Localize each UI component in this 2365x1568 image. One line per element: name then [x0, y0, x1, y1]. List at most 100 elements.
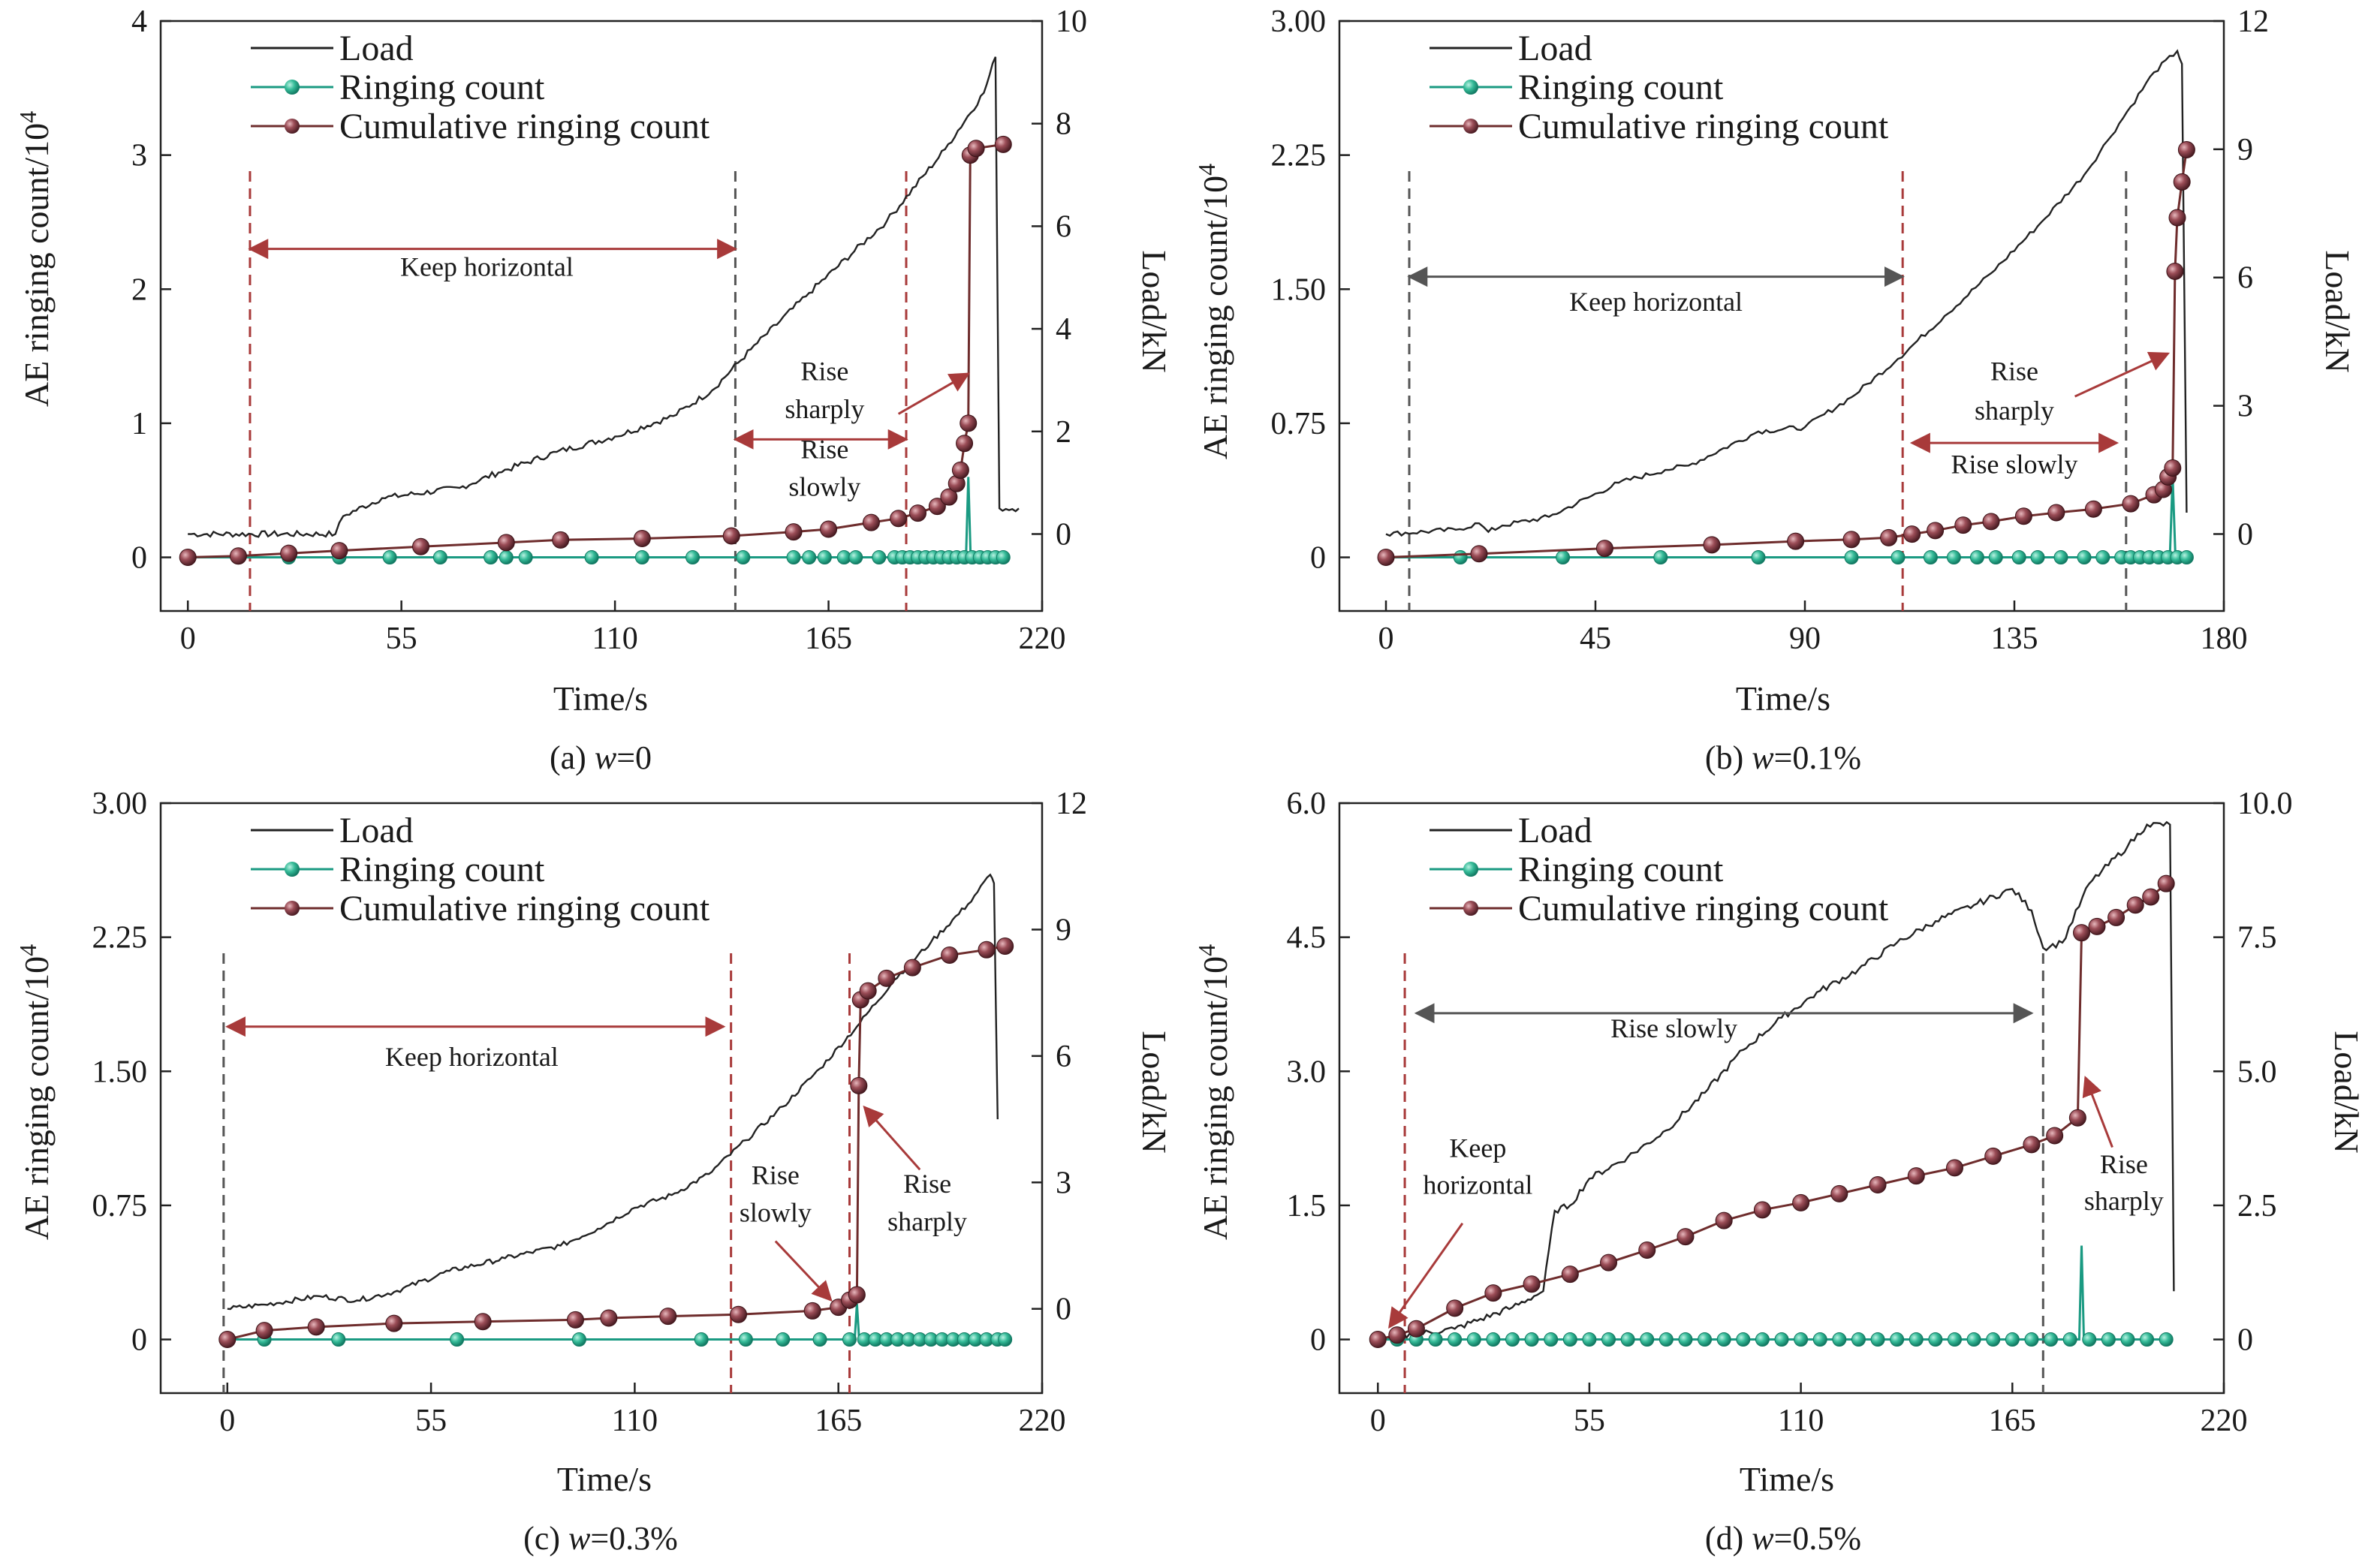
panel-c-cumulative-point: [255, 1322, 273, 1340]
panel-b-legend-label: Cumulative ringing count: [1518, 107, 1889, 146]
panel-c-ringing-point: [812, 1332, 827, 1347]
panel-a-ringing-point: [736, 550, 751, 565]
panel-c-annotation-arrow: [863, 1105, 921, 1171]
panel-c-ytick-left-label: 3.00: [92, 787, 148, 821]
panel-a-cumulative-line: [188, 143, 1004, 558]
panel-b-ringing-point: [1844, 550, 1859, 565]
panel-b-ringing-point: [1556, 550, 1571, 565]
panel-d-ringing-point: [2062, 1332, 2077, 1347]
panel-d-cumulative-point: [2023, 1136, 2041, 1154]
panel-d-cumulative-point: [2107, 908, 2125, 926]
panel-d-cumulative-point: [2072, 924, 2090, 942]
panel-d-ringing-point: [1428, 1332, 1443, 1347]
panel-c-caption: (c) w=0.3%: [523, 1520, 678, 1557]
panel-d-ylabel-left: AE ringing count/104: [1193, 944, 1234, 1240]
panel-b-caption: (b) w=0.1%: [1705, 739, 1861, 776]
panel-a-cumulative-point: [951, 461, 969, 479]
panel-d-legend-label: Cumulative ringing count: [1518, 889, 1889, 928]
panel-d-ytick-right-label: 0: [2237, 1323, 2253, 1358]
panel-a-ytick-right-label: 8: [1056, 107, 1071, 142]
panel-b-load-line: [1385, 49, 2188, 537]
panel-b-xtick-label: 135: [1991, 621, 2038, 656]
panel-c-cumulative-point: [218, 1331, 236, 1349]
panel-d-ytick-left-label: 3.0: [1287, 1055, 1327, 1089]
panel-c-xtick-label: 55: [415, 1404, 447, 1438]
panel-d-legend-marker: [1463, 862, 1478, 877]
panel-b-ringing-point: [1751, 550, 1766, 565]
panel-a-cumulative-point: [722, 527, 740, 545]
panel-b-ylabel-left: AE ringing count/104: [1193, 164, 1234, 459]
panel-d-ringing-point: [1928, 1332, 1943, 1347]
panel-c-cumulative-point: [859, 982, 877, 1000]
panel-d-ringing-point: [1909, 1332, 1924, 1347]
panel-d-xtick-label: 55: [1574, 1404, 1605, 1438]
panel-a-xtick-label: 55: [386, 621, 417, 656]
panel-a-ringing-line: [188, 477, 1004, 559]
panel-a-ringing-point: [484, 550, 499, 565]
panel-b-legend-marker: [1463, 119, 1478, 134]
panel-c-ringing-point: [571, 1332, 586, 1347]
panel-d-xtick-label: 0: [1370, 1404, 1386, 1438]
panel-d-cumulative-point: [1446, 1299, 1464, 1317]
panel-d-ringing-point: [1486, 1332, 1501, 1347]
panel-b-ylabel-right: Load/kN: [2318, 250, 2357, 373]
panel-b-cumulative-point: [1787, 532, 1805, 550]
panel-d-caption: (d) w=0.5%: [1705, 1520, 1861, 1557]
panel-c-xlabel: Time/s: [557, 1460, 652, 1498]
panel-d-cumulative-point: [1388, 1326, 1406, 1344]
panel-c-legend-marker: [285, 901, 300, 916]
panel-a-ylabel-left: AE ringing count/104: [14, 111, 56, 407]
panel-c-cumulative-point: [659, 1308, 677, 1326]
panel-c-legend-label: Cumulative ringing count: [339, 889, 710, 928]
panel-d-ringing-point: [1870, 1332, 1885, 1347]
panel-d-ytick-left-label: 1.5: [1287, 1189, 1327, 1223]
panel-d-annotation-label: Rise: [2100, 1149, 2148, 1179]
panel-c-annotation-label: Keep horizontal: [385, 1042, 559, 1072]
panel-b-annotation-arrow: [2074, 351, 2171, 398]
panel-b-ringing-point: [1946, 550, 1961, 565]
panel-c-cumulative-point: [978, 940, 996, 959]
panel-b-cumulative-point: [2084, 500, 2102, 518]
panel-d-ringing-point: [1524, 1332, 1539, 1347]
panel-c-annotation-label: Rise: [752, 1160, 800, 1190]
panel-c-load-line: [227, 873, 999, 1311]
panel-d-ringing-point: [1947, 1332, 1962, 1347]
panel-d-legend-label: Ringing count: [1518, 850, 1724, 889]
panel-d-xlabel: Time/s: [1740, 1460, 1834, 1498]
panel-a-ringing-point: [432, 550, 447, 565]
panel-a-plot: 0 55 110 165 220 0 1 2 3 4 0 2 4 6 8 10 Keep horizontal R…: [131, 5, 1087, 656]
panel-a-annotation-label: slowly: [788, 471, 860, 501]
panel-d-xtick-label: 165: [1989, 1404, 2036, 1438]
panel-c-ytick-left-label: 0.75: [92, 1189, 148, 1223]
panel-a-cumulative-point: [909, 504, 927, 522]
panel-c-ringing-point: [842, 1332, 857, 1347]
panel-b-cumulative-line: [1385, 149, 2188, 558]
panel-a-legend-marker: [285, 119, 300, 134]
panel-b-cumulative-point: [1377, 549, 1395, 567]
panel-c-annotation-label: sharply: [887, 1206, 967, 1236]
panel-b-ytick-right-label: 0: [2237, 517, 2253, 552]
panel-a-cumulative-point: [552, 531, 570, 549]
panel-d-ytick-left-label: 0: [1310, 1323, 1326, 1358]
panel-b-ringing-point: [2095, 550, 2110, 565]
panel-b-xtick-label: 180: [2201, 621, 2248, 656]
panel-b-cumulative-point: [1903, 525, 1921, 543]
panel-b-cumulative-point: [2166, 262, 2184, 280]
panel-b-ringing-point: [1923, 550, 1938, 565]
panel-a-cumulative-point: [633, 530, 651, 548]
panel-d-xtick-label: 220: [2201, 1404, 2248, 1438]
panel-c-cumulative-point: [878, 969, 896, 987]
panel-a-cumulative-point: [967, 140, 985, 158]
panel-a-ringing-point: [634, 550, 649, 565]
panel-c-ytick-right-label: 3: [1056, 1166, 1071, 1200]
panel-c-cumulative-point: [996, 937, 1014, 956]
panel-d-ringing-point: [1620, 1332, 1635, 1347]
panel-a-legend-label: Cumulative ringing count: [339, 107, 710, 146]
panel-c-cumulative-point: [903, 959, 921, 977]
panel-c-xtick-label: 110: [612, 1404, 658, 1438]
panel-b-cumulative-point: [1927, 522, 1945, 540]
panel-a-annotation-arrow: [897, 372, 971, 415]
panel-c-ringing-point: [776, 1332, 791, 1347]
panel-d-ringing-point: [1832, 1332, 1847, 1347]
